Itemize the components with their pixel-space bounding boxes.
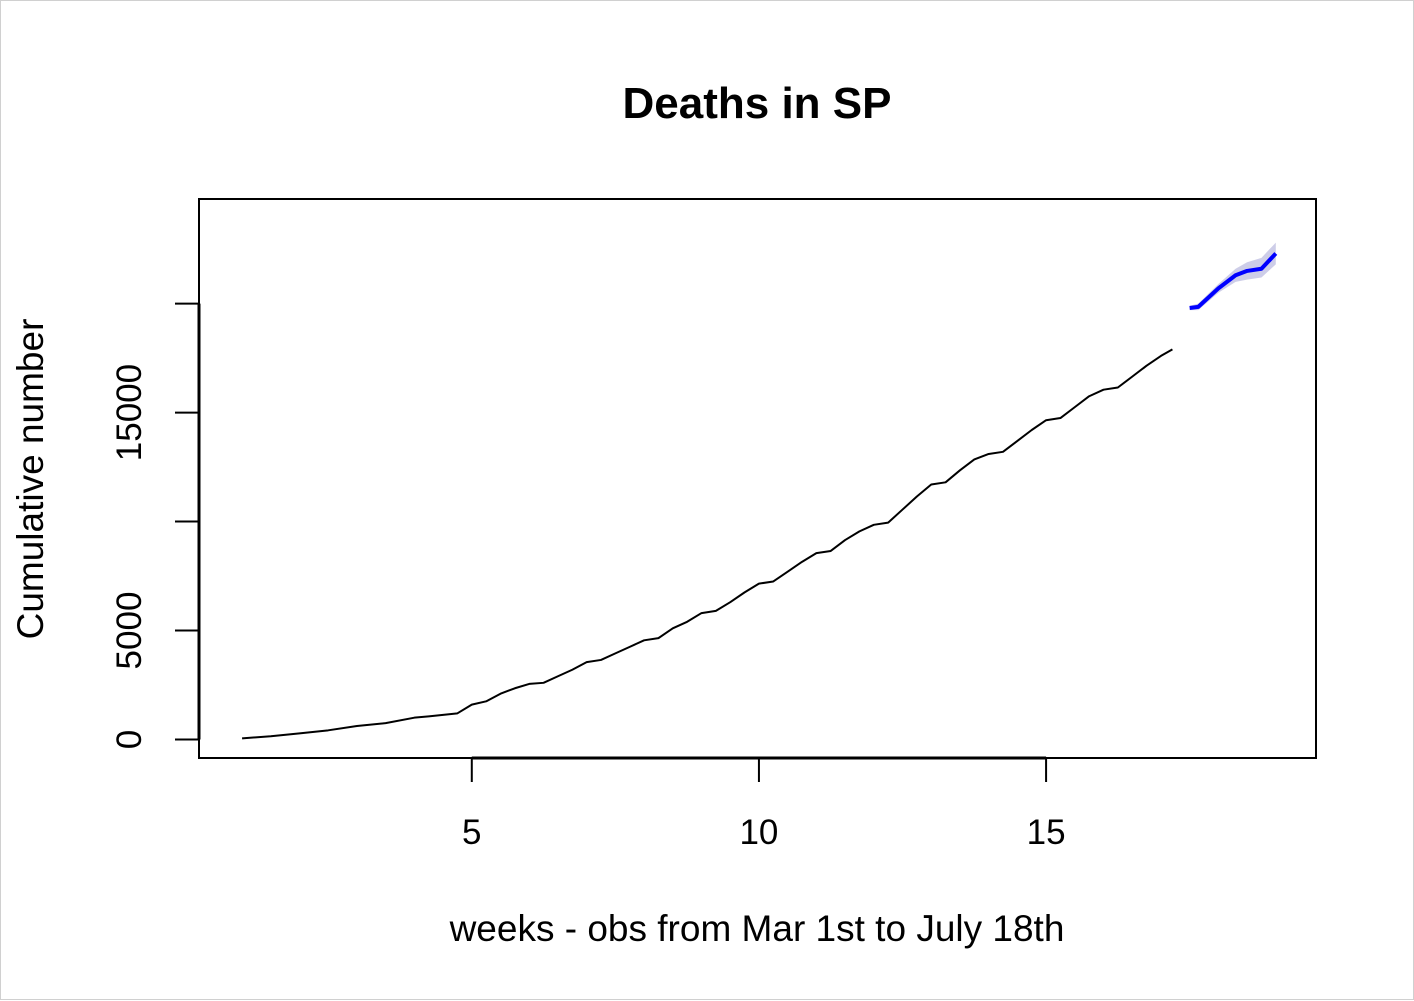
forecast-line <box>1189 252 1278 310</box>
y-axis-label: Cumulative number <box>10 319 51 640</box>
x-tick-label: 15 <box>1027 813 1066 852</box>
x-tick-label: 5 <box>462 813 481 852</box>
observed-line <box>241 348 1173 740</box>
plot-box <box>198 198 1317 759</box>
x-axis-label: weeks - obs from Mar 1st to July 18th <box>449 908 1065 949</box>
x-axis: 5 10 15 <box>462 756 1066 852</box>
y-tick-label: 15000 <box>110 364 149 461</box>
y-axis: 0 5000 15000 <box>110 302 201 749</box>
chart-title: Deaths in SP <box>623 79 892 128</box>
y-tick-label: 0 <box>110 730 149 749</box>
series-layer <box>241 242 1278 740</box>
x-tick-label: 10 <box>739 813 778 852</box>
y-tick-label: 5000 <box>110 592 149 670</box>
